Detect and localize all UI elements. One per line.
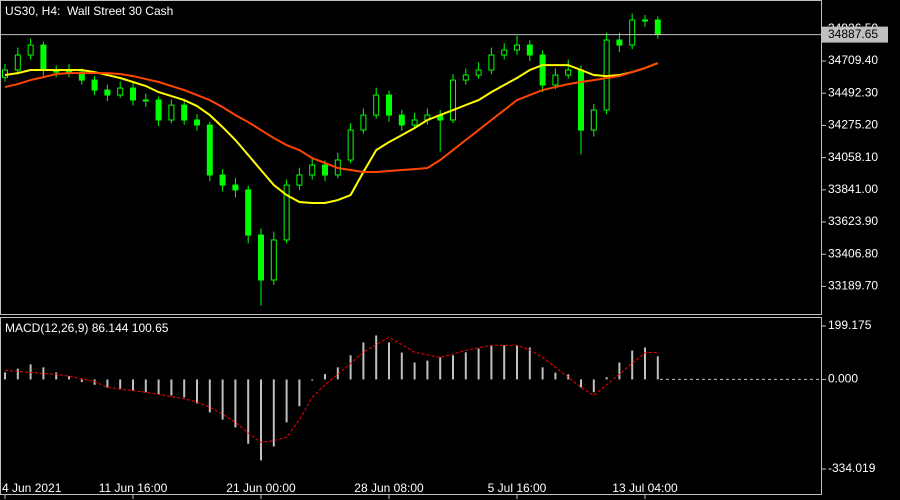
macd-name: MACD(12,26,9) <box>5 321 88 335</box>
candle-body <box>232 184 239 191</box>
chart-title: US30, H4: Wall Street 30 Cash <box>5 4 173 18</box>
y-tick-label: 34492.30 <box>828 85 878 99</box>
y-tick-label: 34058.10 <box>828 150 878 164</box>
candle-body <box>398 114 405 126</box>
candle-body <box>360 114 367 131</box>
candle-body <box>258 234 264 281</box>
candle-body <box>347 129 354 161</box>
main-pane-frame <box>0 0 822 315</box>
candle-body <box>117 87 124 96</box>
x-tick-label: 21 Jun 00:00 <box>226 481 296 495</box>
candle-body <box>219 174 226 186</box>
candle-body <box>309 164 316 176</box>
candle-body <box>206 124 213 176</box>
x-tick-label: 11 Jun 16:00 <box>99 481 168 495</box>
macd-title: MACD(12,26,9) 86.144 100.65 <box>5 321 169 335</box>
candle-body <box>270 239 277 281</box>
x-tick-label: 4 Jun 2021 <box>2 481 62 495</box>
candle-body <box>130 87 136 101</box>
x-tick-label: 5 Jul 16:00 <box>488 481 547 495</box>
x-tick-label: 28 Jun 08:00 <box>354 481 424 495</box>
signal-value: 100.65 <box>132 321 169 335</box>
candle-body <box>526 44 533 56</box>
y-tick-label: 199.175 <box>828 318 872 332</box>
candle-body <box>590 109 597 131</box>
signal-line <box>4 336 658 443</box>
y-tick-label: 33623.90 <box>828 214 878 228</box>
candle-body <box>142 99 149 102</box>
candle-body <box>91 79 98 91</box>
y-tick-label: 33406.80 <box>828 246 878 260</box>
candle-body <box>78 71 85 81</box>
moving-average <box>4 62 659 174</box>
candle-body <box>539 54 546 86</box>
candle-body <box>411 119 418 126</box>
candle-body <box>501 49 508 56</box>
macd-pane-frame <box>0 317 822 495</box>
candle-body <box>155 99 162 121</box>
candle-body <box>616 39 623 46</box>
candle-body <box>488 54 495 71</box>
candle-body <box>181 104 188 121</box>
candle-body <box>296 174 303 186</box>
candle-body <box>194 119 200 126</box>
y-tick-label: 34709.40 <box>828 53 878 67</box>
candle-body <box>514 44 520 51</box>
last-price-box <box>822 26 888 43</box>
candle-body <box>475 69 482 76</box>
last-price-label: 34887.65 <box>828 27 878 41</box>
y-tick-label: -334.019 <box>828 461 876 475</box>
candle-body <box>386 94 392 116</box>
candle-body <box>654 19 661 36</box>
candle-body <box>462 74 469 81</box>
candle-body <box>14 54 21 71</box>
candle-body <box>322 164 328 176</box>
y-tick-label: 34275.20 <box>828 118 878 132</box>
macd-value: 86.144 <box>92 321 129 335</box>
candle-body <box>578 69 584 131</box>
moving-average <box>4 62 659 205</box>
y-tick-label: 33841.00 <box>828 182 878 196</box>
candle-body <box>642 19 648 22</box>
x-tick-label: 13 Jul 04:00 <box>612 481 678 495</box>
candle-body <box>629 19 636 46</box>
candle-body <box>283 184 290 241</box>
candle-body <box>168 104 175 121</box>
y-tick-label: 0.000 <box>828 372 858 386</box>
candle-body <box>373 94 380 116</box>
candle-body <box>40 44 47 71</box>
candle-body <box>104 89 111 96</box>
candle-body <box>27 44 34 56</box>
candle-body <box>565 69 572 76</box>
candle-body <box>450 79 456 121</box>
candle-body <box>2 69 8 78</box>
y-tick-label: 33189.70 <box>828 279 878 293</box>
candle-body <box>552 74 559 86</box>
candle-body <box>245 189 252 236</box>
